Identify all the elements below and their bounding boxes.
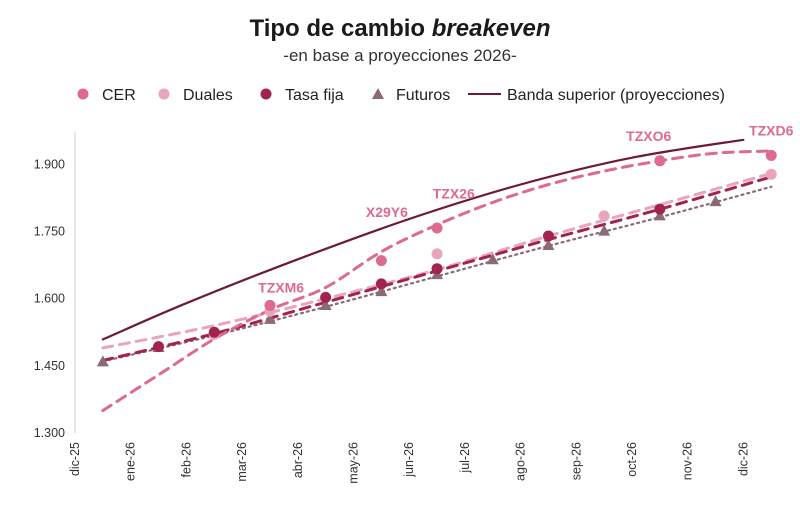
x-tick-label: abr-26: [291, 442, 305, 478]
point-cer: [431, 222, 443, 234]
point-cer: [375, 255, 387, 267]
axes: 1.300 1.450 1.600 1.750 1.900 dic-25 ene-26 feb…: [34, 132, 750, 484]
legend-item-cer: CER: [77, 87, 136, 104]
x-tick-label: dic-25: [68, 442, 82, 476]
point-duales: [765, 168, 777, 180]
point-cer: [765, 149, 777, 161]
legend-item-duales: Duales: [158, 87, 233, 104]
point-futuros: [96, 355, 109, 367]
chart-title: Tipo de cambio breakeven: [250, 15, 551, 42]
x-tick-label: sep-26: [569, 442, 583, 480]
y-tick-label: 1.450: [34, 359, 65, 373]
annotation-label: TZXM6: [258, 279, 304, 295]
legend-label-cer: CER: [102, 87, 136, 104]
legend-item-banda: Banda superior (proyecciones): [468, 87, 725, 104]
point-cer: [654, 155, 666, 167]
point-futuros: [653, 209, 666, 221]
point-tasa-fija: [542, 230, 554, 242]
x-tick-label: feb-26: [179, 442, 193, 477]
point-tasa-fija: [654, 203, 666, 215]
x-tick-label: ago-26: [514, 442, 528, 481]
y-tick-label: 1.900: [34, 157, 65, 171]
legend-marker-tasa-fija: [260, 88, 272, 100]
point-tasa-fija: [320, 291, 332, 303]
series-layer: [96, 138, 777, 413]
legend: CER Duales Tasa fija Futuros Banda super…: [77, 87, 725, 104]
legend-label-futuros: Futuros: [396, 87, 450, 104]
x-tick-label: may-26: [347, 442, 361, 484]
point-futuros: [263, 312, 276, 324]
point-duales: [598, 210, 610, 222]
annotation-label: TZXO6: [626, 128, 671, 144]
annotation-label: TZXD6: [749, 123, 794, 139]
legend-marker-duales: [158, 88, 170, 100]
x-tick-label: mar-26: [235, 442, 249, 482]
legend-marker-cer: [77, 88, 89, 100]
chart-subtitle: -en base a proyecciones 2026-: [283, 46, 516, 65]
point-futuros: [542, 238, 555, 250]
x-tick-label: ene-26: [124, 442, 138, 481]
point-futuros: [598, 224, 611, 236]
point-duales: [431, 248, 443, 260]
point-tasa-fija: [375, 278, 387, 290]
point-tasa-fija: [431, 263, 443, 275]
chart-title-prefix: Tipo de cambio: [250, 15, 432, 42]
point-cer: [264, 299, 276, 311]
x-tick-label: jul-26: [458, 442, 472, 474]
x-tick-label: dic-26: [736, 442, 750, 476]
annotation-label: TZX26: [433, 185, 475, 201]
point-futuros: [375, 285, 388, 297]
point-futuros: [319, 298, 332, 310]
annotations-layer: TZXM6 X29Y6 TZX26 TZXO6 TZXD6: [258, 123, 793, 296]
chart-title-emphasis: breakeven: [432, 15, 551, 42]
annotation-label: X29Y6: [366, 204, 408, 220]
series-line-banda: [101, 138, 745, 341]
point-futuros: [709, 195, 722, 207]
y-tick-label: 1.300: [34, 426, 65, 440]
point-futuros: [486, 253, 499, 265]
legend-label-duales: Duales: [183, 87, 233, 104]
legend-item-futuros: Futuros: [372, 87, 450, 104]
point-tasa-fija: [208, 326, 220, 338]
legend-label-banda: Banda superior (proyecciones): [507, 87, 725, 104]
legend-marker-futuros: [372, 88, 384, 99]
x-tick-label: jun-26: [402, 442, 416, 478]
legend-label-tasa-fija: Tasa fija: [285, 87, 344, 104]
legend-item-tasa-fija: Tasa fija: [260, 87, 344, 104]
y-tick-label: 1.750: [34, 225, 65, 239]
y-tick-label: 1.600: [34, 292, 65, 306]
point-tasa-fija: [153, 341, 165, 353]
x-tick-label: oct-26: [625, 442, 639, 477]
x-tick-label: nov-26: [681, 442, 695, 480]
